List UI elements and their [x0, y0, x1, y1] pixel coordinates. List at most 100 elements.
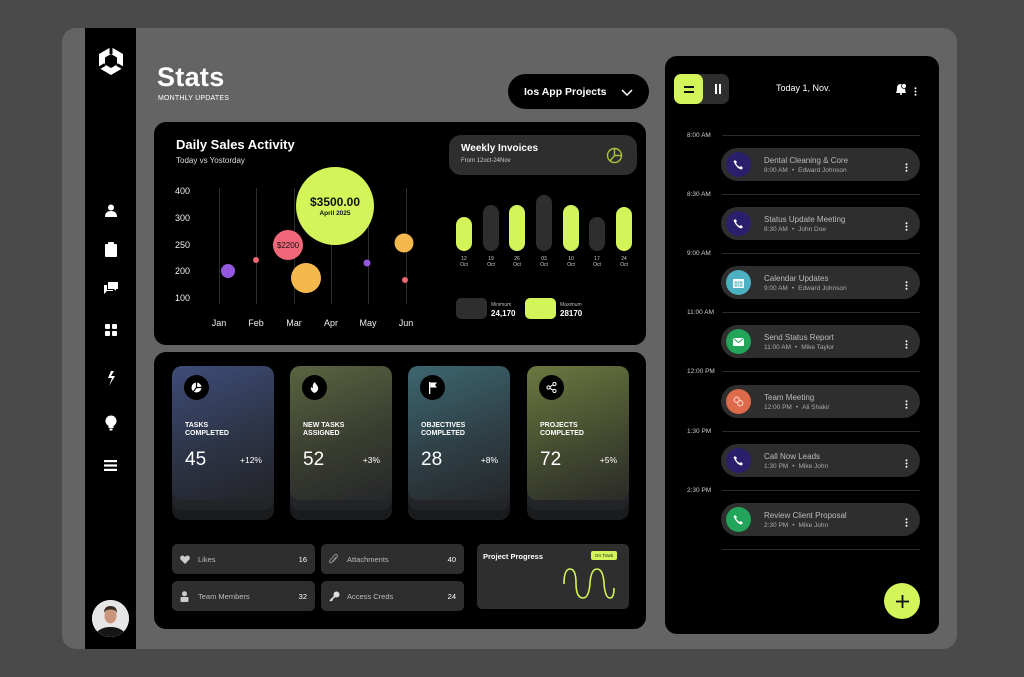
- progress-title: Project Progress: [483, 552, 544, 561]
- project-select[interactable]: Ios App Projects: [508, 74, 649, 109]
- event-item[interactable]: Call Now Leads 1:30 PM • Mike John: [721, 444, 920, 477]
- bar-label: 24 Oct: [620, 256, 628, 268]
- phone-icon: [726, 507, 751, 532]
- list-view-button[interactable]: [674, 74, 703, 104]
- event-menu-icon[interactable]: [905, 514, 908, 532]
- kpi-delta: +12%: [240, 455, 262, 465]
- time-label: 11:00 AM: [687, 309, 714, 316]
- bubble-jan[interactable]: [221, 264, 235, 278]
- invoice-bar[interactable]: [616, 207, 632, 251]
- y-tick: 250: [175, 240, 191, 250]
- kpi-label: PROJECTS COMPLETED: [540, 422, 584, 437]
- event-meta: 8:30 AM • John Doe: [764, 226, 826, 233]
- flag-icon: [420, 375, 445, 400]
- project-select-label: Ios App Projects: [524, 85, 607, 98]
- stat-attachments[interactable]: Attachments 40: [321, 544, 464, 574]
- event-menu-icon[interactable]: [905, 277, 908, 295]
- mail-icon: [726, 329, 751, 354]
- event-title: Call Now Leads: [764, 452, 821, 461]
- phone-icon: [726, 211, 751, 236]
- bubble-mar-orange[interactable]: [291, 263, 321, 293]
- bubble-jun-orange[interactable]: [394, 233, 414, 253]
- project-progress-card[interactable]: Project Progress On Track: [477, 544, 629, 609]
- kpi-main: NEW TASKS ASSIGNED 52 +3%: [290, 366, 392, 500]
- sales-card: Daily Sales Activity Today vs Yostorday …: [154, 122, 646, 345]
- bubble-apr-sub: April 2025: [319, 210, 351, 217]
- kpi-label: TASKS COMPLETED: [185, 422, 229, 437]
- event-menu-icon[interactable]: [905, 455, 908, 473]
- bar-label: 03 Oct: [540, 256, 548, 268]
- invoice-bar[interactable]: [589, 217, 605, 251]
- stat-count: 40: [447, 554, 456, 564]
- event-menu-icon[interactable]: [905, 336, 908, 354]
- legend-min-value: 24,170: [491, 309, 516, 318]
- event-menu-icon[interactable]: [905, 396, 908, 414]
- time-divider: [722, 549, 920, 550]
- menu-icon[interactable]: [100, 455, 121, 476]
- add-event-button[interactable]: [884, 583, 920, 619]
- link-icon: [726, 389, 751, 414]
- bubble-apr-value: $3500.00: [309, 195, 361, 209]
- bolt-icon[interactable]: [100, 368, 121, 389]
- paperclip-icon: [329, 553, 341, 565]
- stat-team-members[interactable]: Team Members 32: [172, 581, 315, 611]
- stat-label: Access Creds: [347, 591, 394, 601]
- event-meta: 8:00 AM • Edward Johnson: [764, 167, 847, 174]
- clipboard-icon[interactable]: [100, 239, 121, 260]
- stat-access-creds[interactable]: Access Creds 24: [321, 581, 464, 611]
- more-options-icon[interactable]: [914, 83, 917, 101]
- bubble-mar-label: $2200: [276, 240, 300, 250]
- chat-icon[interactable]: [100, 277, 121, 298]
- phone-icon: [726, 152, 751, 177]
- lightbulb-icon[interactable]: [100, 412, 121, 433]
- event-menu-icon[interactable]: [905, 159, 908, 177]
- weekly-invoices-header: Weekly Invoices From 12oct-24Nov: [449, 135, 637, 175]
- bubble-may[interactable]: [363, 259, 371, 267]
- unity-logo-icon[interactable]: [97, 46, 125, 76]
- page-subtitle: MONTHLY UPDATES: [158, 95, 230, 102]
- time-label: 9:00 AM: [687, 250, 711, 257]
- bar-label: 10 Oct: [567, 256, 575, 268]
- invoice-bar[interactable]: [483, 205, 499, 251]
- event-item[interactable]: Review Client Proposal 2:30 PM • Mike John: [721, 503, 920, 536]
- event-item[interactable]: Calendar Updates 9:00 AM • Edward Johnson: [721, 266, 920, 299]
- key-icon: [329, 591, 341, 602]
- bubble-apr[interactable]: $3500.00 April 2025: [296, 167, 374, 245]
- event-menu-icon[interactable]: [905, 218, 908, 236]
- legend-max-value: 28170: [560, 309, 583, 318]
- kpi-delta: +8%: [480, 455, 498, 465]
- user-icon[interactable]: [100, 200, 121, 221]
- invoice-bar[interactable]: [536, 195, 552, 251]
- time-divider: [722, 431, 920, 432]
- event-item[interactable]: Status Update Meeting 8:30 AM • John Doe: [721, 207, 920, 240]
- bar-label: 26 Oct: [513, 256, 521, 268]
- legend-max-swatch: [525, 298, 556, 319]
- invoice-bar[interactable]: [509, 205, 525, 251]
- event-meta: 11:00 AM • Mike Taylor: [764, 344, 835, 351]
- kpi-value: 28: [421, 449, 443, 470]
- avatar[interactable]: [92, 600, 129, 637]
- invoice-bar[interactable]: [563, 205, 579, 251]
- event-title: Review Client Proposal: [764, 511, 847, 520]
- stat-likes[interactable]: Likes 16: [172, 544, 315, 574]
- grid-icon[interactable]: [100, 319, 121, 340]
- event-item[interactable]: Dental Cleaning & Core 8:00 AM • Edward Jo…: [721, 148, 920, 181]
- pie-chart-icon[interactable]: [606, 147, 623, 169]
- bubble-feb[interactable]: [253, 257, 259, 263]
- event-item[interactable]: Send Status Report 11:00 AM • Mike Taylor: [721, 325, 920, 358]
- stats-card: TASKS COMPLETED 45 +12% NEW TASKS ASSIGNED…: [154, 352, 646, 629]
- gridline: [219, 188, 220, 304]
- time-divider: [722, 135, 920, 136]
- invoice-bar[interactable]: [456, 217, 472, 251]
- bell-icon[interactable]: [895, 82, 907, 100]
- x-tick: Mar: [286, 318, 302, 328]
- invoices-subtitle: From 12oct-24Nov: [461, 158, 511, 164]
- pause-view-button[interactable]: [706, 74, 729, 104]
- kpi-main: TASKS COMPLETED 45 +12%: [172, 366, 274, 500]
- y-tick: 400: [175, 186, 191, 196]
- event-title: Calendar Updates: [764, 274, 829, 283]
- time-divider: [722, 194, 920, 195]
- bubble-jun-pink[interactable]: [402, 277, 408, 283]
- bubble-mar-pink[interactable]: $2200: [273, 230, 303, 260]
- event-item[interactable]: Team Meeting 12:00 PM • Ali Shakir: [721, 385, 920, 418]
